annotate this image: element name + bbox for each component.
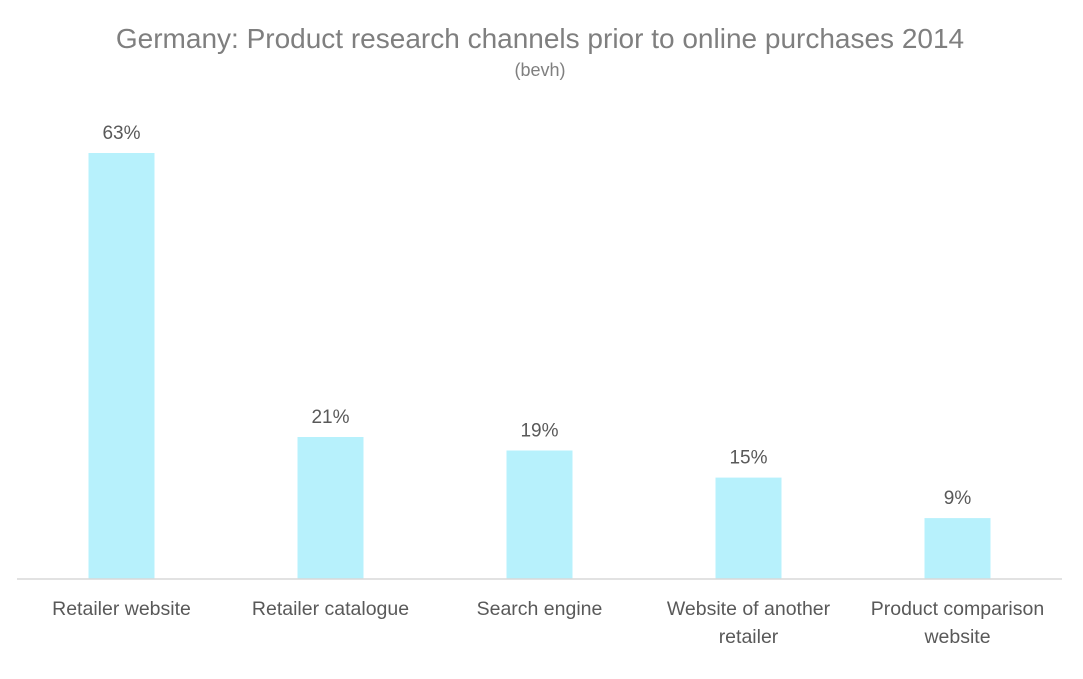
chart-title: Germany: Product research channels prior…: [116, 23, 964, 54]
bar-1: [88, 153, 155, 579]
data-label-group: 63% 21% 19% 15% 9%: [102, 123, 971, 509]
bar-4: [715, 477, 782, 579]
chart-subtitle: (bevh): [514, 60, 565, 80]
data-label-3: 19%: [520, 421, 558, 442]
category-label-4-line-1: Website of another: [667, 598, 831, 620]
bar-5: [924, 518, 991, 579]
data-label-2: 21%: [311, 407, 349, 428]
data-label-4: 15%: [729, 448, 767, 469]
category-label-2: Retailer catalogue: [252, 598, 409, 620]
data-label-1: 63%: [102, 123, 140, 144]
category-label-5-line-1: Product comparison: [871, 598, 1044, 620]
category-label-5-line-2: website: [923, 626, 990, 648]
bar-group: [88, 153, 991, 579]
data-label-5: 9%: [944, 488, 972, 509]
bar-2: [297, 437, 364, 579]
category-label-3: Search engine: [477, 598, 603, 620]
category-label-1: Retailer website: [52, 598, 191, 620]
bar-3: [506, 450, 573, 579]
category-label-group: Retailer website Retailer catalogue Search…: [52, 598, 1044, 648]
category-label-4-line-2: retailer: [719, 626, 779, 648]
